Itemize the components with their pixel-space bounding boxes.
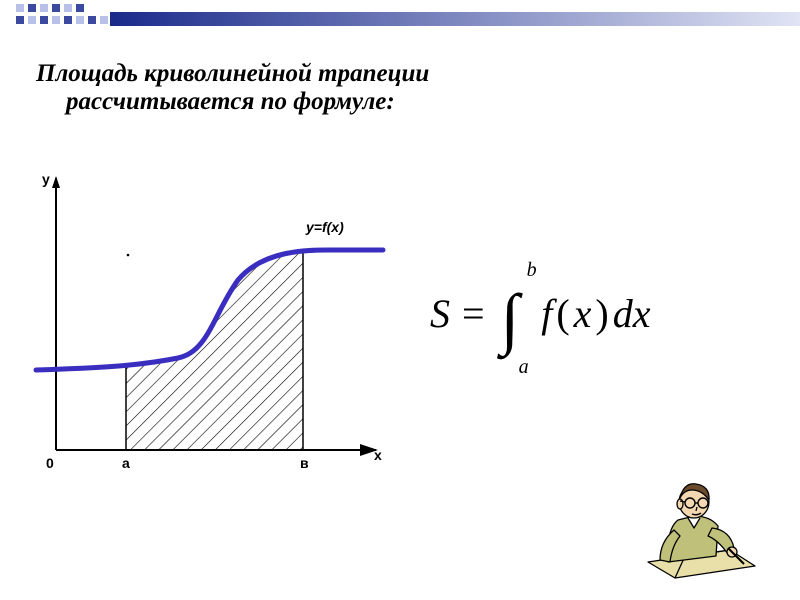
- integral-graph: у х 0 а в y=f(x): [28, 170, 388, 470]
- clipart-svg: [630, 470, 760, 580]
- formula-S: S: [430, 291, 450, 336]
- formula-open-paren: (: [556, 291, 569, 336]
- integral-symbol: ∫: [501, 280, 520, 356]
- label-a: а: [122, 455, 130, 471]
- slide-header-decoration: [0, 0, 800, 36]
- scientist-clipart: [630, 470, 760, 580]
- formula-f: f: [541, 291, 552, 336]
- title-line-1: Площадь криволинейной трапеции: [36, 60, 756, 88]
- label-b: в: [300, 455, 309, 471]
- y-axis-arrow: [52, 176, 60, 188]
- label-origin: 0: [46, 455, 54, 471]
- shaded-region: [126, 240, 303, 450]
- formula-close-paren: ): [595, 291, 608, 336]
- decoration-squares: [16, 4, 108, 24]
- label-x: х: [374, 447, 382, 463]
- formula-dx: dx: [613, 291, 651, 336]
- graph-svg: у х 0 а в y=f(x): [28, 170, 388, 480]
- title-line-2: рассчитывается по формуле:: [66, 88, 756, 116]
- integral-formula: S = b ∫ a f ( x ) dx: [430, 290, 750, 410]
- formula-integral: b ∫ a: [501, 298, 520, 339]
- decoration-svg: [0, 0, 800, 36]
- formula-equals: =: [462, 291, 485, 336]
- slide-title: Площадь криволинейной трапеции рассчитыв…: [36, 60, 756, 116]
- formula-lower-bound: a: [519, 361, 529, 373]
- formula-upper-bound: b: [527, 264, 537, 276]
- graph-dot: [127, 254, 130, 257]
- formula-x: x: [574, 291, 592, 336]
- decoration-bar: [110, 12, 800, 26]
- label-fx: y=f(x): [305, 219, 344, 235]
- label-y: у: [42, 171, 50, 187]
